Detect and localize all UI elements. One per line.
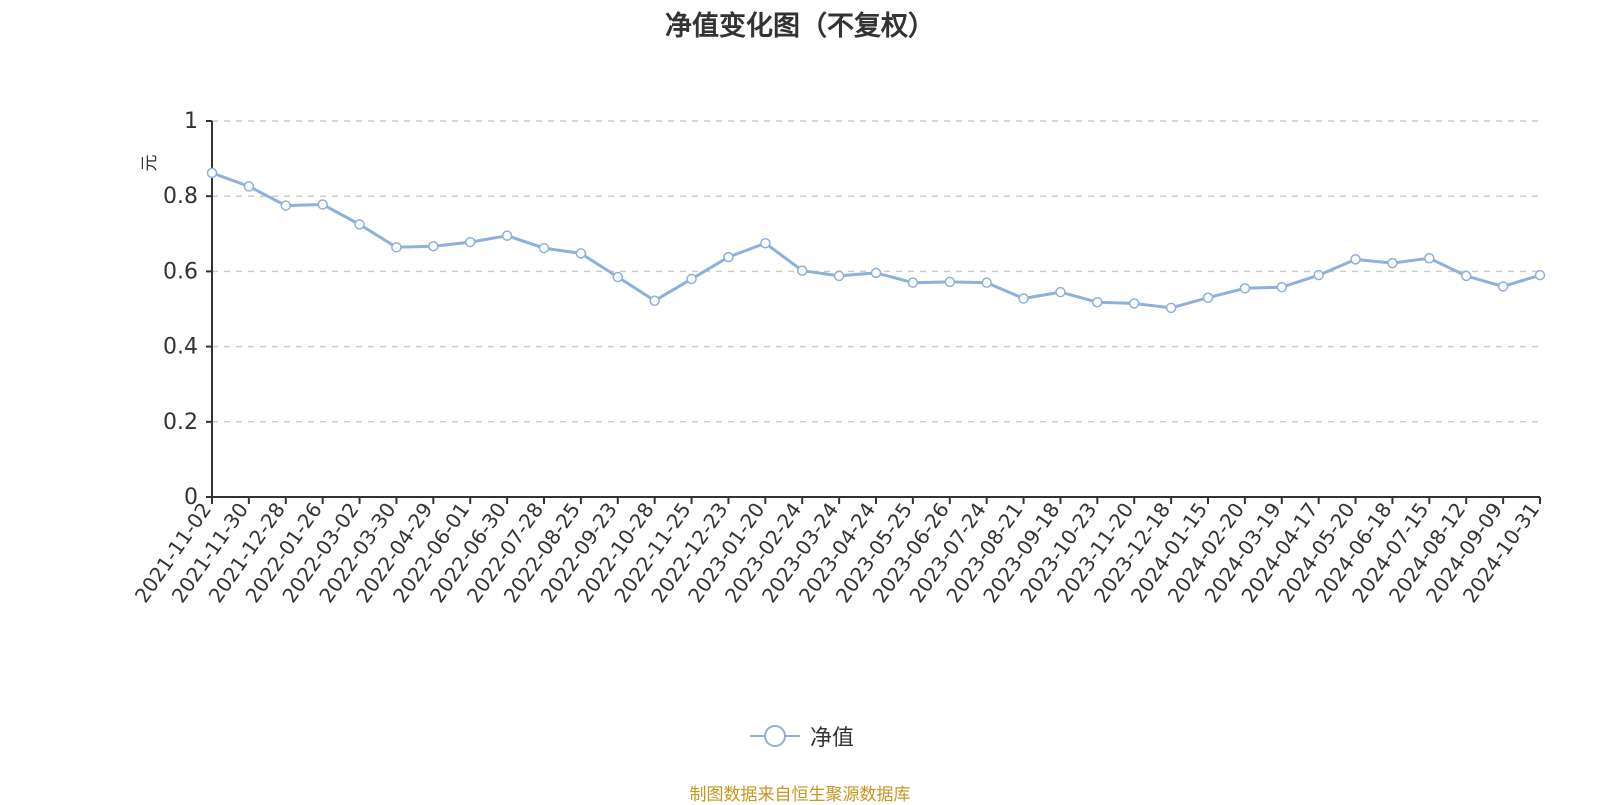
data-point-17[interactable] [833, 270, 845, 282]
y-tick-label-1: 0.2 [163, 410, 198, 435]
data-point-3[interactable] [317, 199, 328, 210]
legend-label: 净值 [810, 726, 855, 751]
y-tick-label-5: 1 [184, 109, 198, 134]
data-point-25[interactable] [1128, 298, 1140, 309]
legend[interactable]: 净值 [750, 722, 855, 751]
data-point-9[interactable] [538, 242, 550, 254]
data-point-12[interactable] [649, 295, 660, 306]
data-point-1[interactable] [243, 181, 255, 192]
data-point-0[interactable] [206, 167, 218, 179]
data-point-21[interactable] [981, 277, 992, 288]
axes [211, 121, 1540, 498]
data-point-29[interactable] [1276, 281, 1288, 293]
data-point-26[interactable] [1165, 302, 1177, 314]
data-point-19[interactable] [907, 277, 919, 288]
x-tick-labels: 2021-11-022021-11-302021-12-282022-01-26… [130, 497, 1544, 607]
data-point-7[interactable] [464, 236, 476, 248]
data-point-34[interactable] [1460, 270, 1472, 282]
data-point-35[interactable] [1497, 281, 1509, 292]
data-point-27[interactable] [1202, 292, 1214, 303]
data-point-16[interactable] [796, 265, 808, 276]
legend-line-circle-icon [750, 725, 800, 747]
chart-title: 净值变化图（不复权） [665, 11, 935, 42]
series-net-value [206, 167, 1546, 314]
data-point-22[interactable] [1018, 293, 1029, 304]
data-point-8[interactable] [501, 230, 513, 241]
source-note: 制图数据来自恒生聚源数据库 [689, 785, 911, 805]
data-point-4[interactable] [354, 219, 365, 230]
data-point-31[interactable] [1350, 254, 1361, 265]
data-point-36[interactable] [1534, 269, 1546, 281]
y-tick-labels: 0 0.2 0.4 0.6 0.8 1 [163, 109, 212, 510]
data-point-10[interactable] [575, 248, 587, 259]
y-tick-label-3: 0.6 [163, 259, 198, 284]
data-point-33[interactable] [1424, 252, 1435, 264]
data-point-15[interactable] [760, 237, 771, 249]
y-axis-label: 元 [140, 155, 160, 172]
data-point-18[interactable] [870, 267, 882, 279]
data-point-13[interactable] [686, 273, 697, 285]
data-point-2[interactable] [280, 200, 292, 211]
data-point-6[interactable] [428, 240, 439, 252]
y-tick-label-0: 0 [184, 485, 198, 510]
data-point-11[interactable] [612, 271, 624, 283]
data-point-5[interactable] [391, 242, 402, 253]
data-point-14[interactable] [723, 251, 734, 263]
y-tick-label-2: 0.4 [163, 335, 198, 360]
data-point-28[interactable] [1239, 283, 1251, 294]
data-point-20[interactable] [944, 276, 956, 288]
data-point-30[interactable] [1313, 269, 1324, 281]
data-point-23[interactable] [1055, 286, 1066, 298]
data-point-24[interactable] [1092, 296, 1103, 308]
data-point-32[interactable] [1387, 257, 1398, 269]
series-line-0 [211, 171, 1541, 310]
y-tick-label-4: 0.8 [163, 184, 198, 209]
